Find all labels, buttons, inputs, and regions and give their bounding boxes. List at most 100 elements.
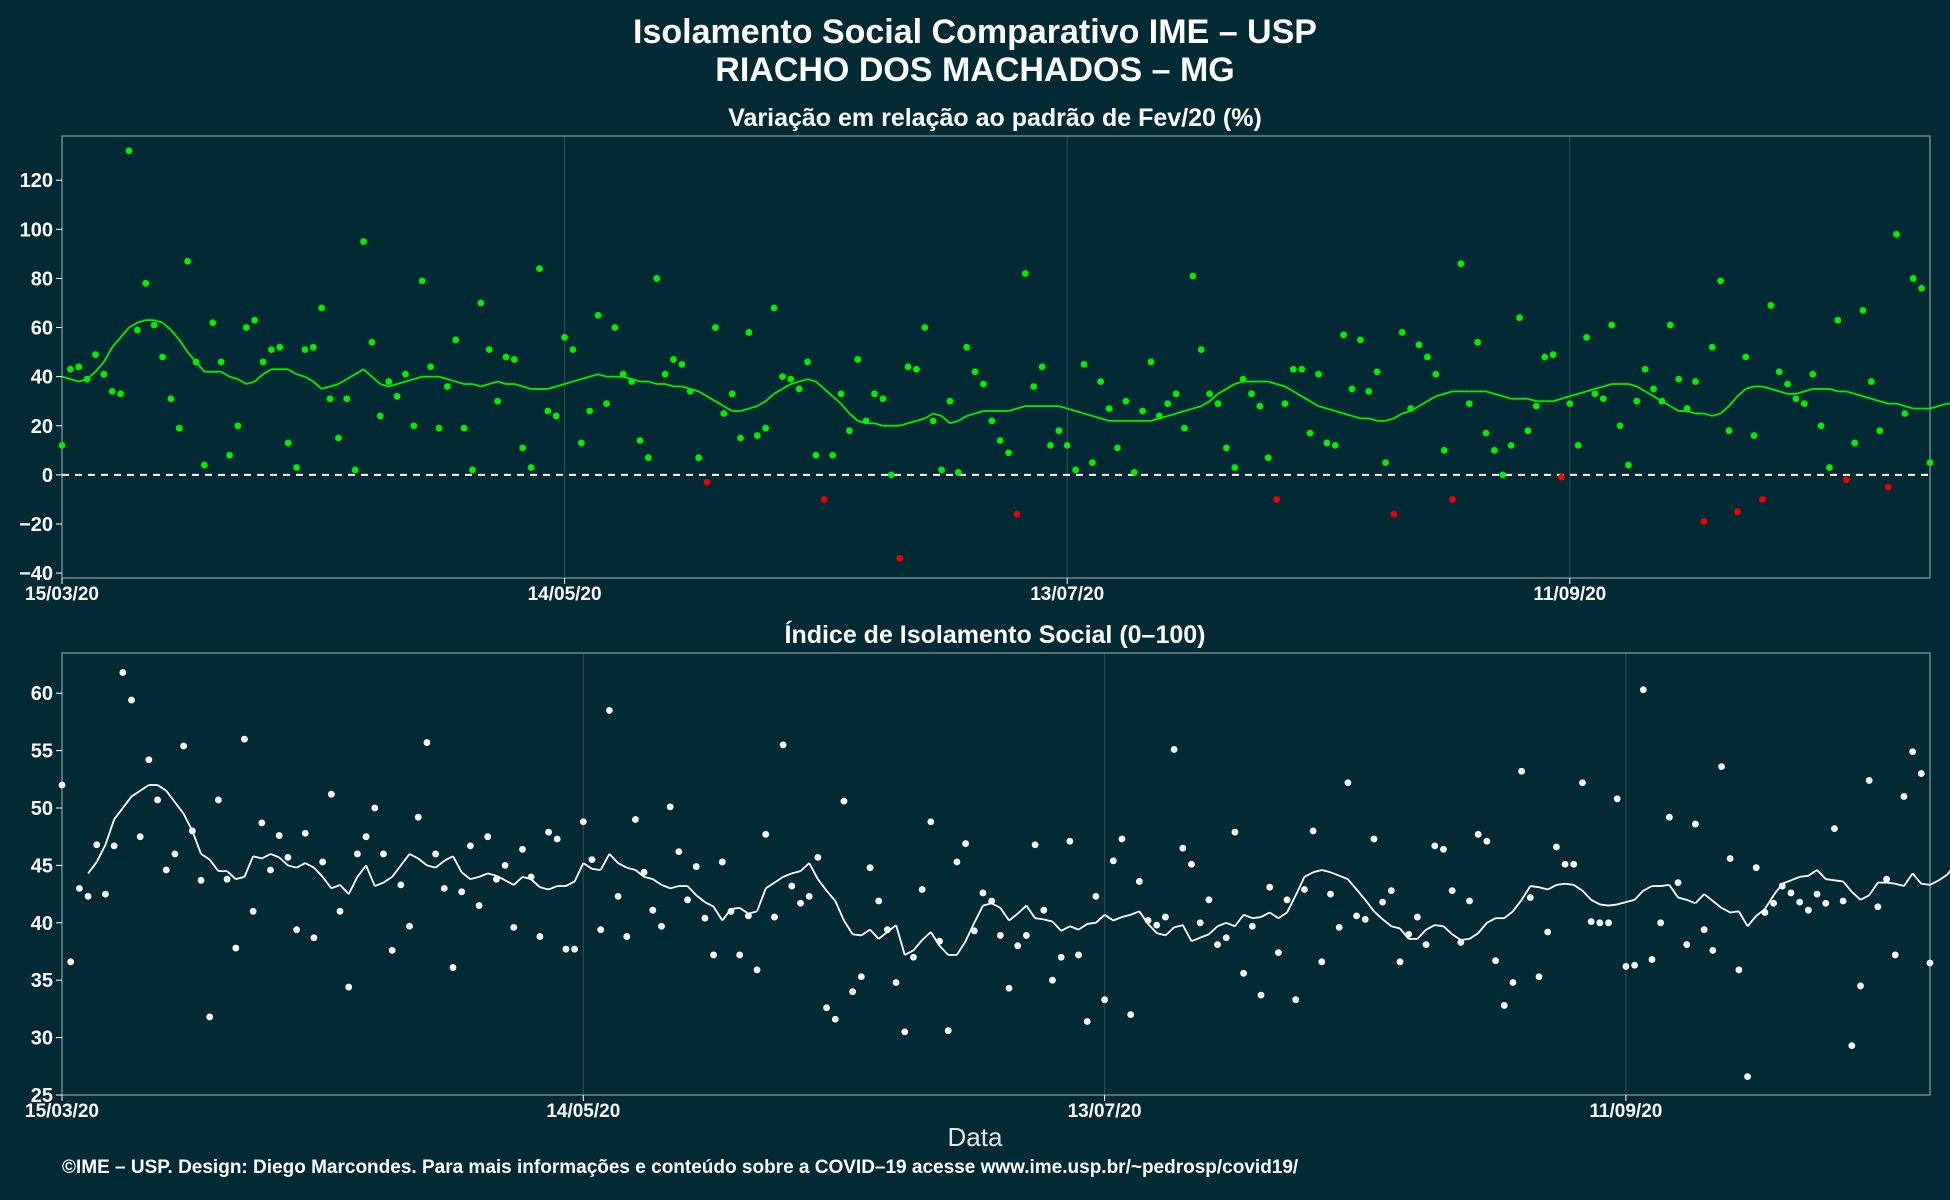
- moving-average-segment: [634, 869, 645, 878]
- moving-average-segment: [1364, 899, 1375, 912]
- data-point: [371, 804, 379, 812]
- data-point: [223, 875, 231, 883]
- data-point: [812, 451, 820, 459]
- moving-average-segment: [278, 856, 289, 867]
- moving-average-segment: [1921, 882, 1931, 886]
- data-point: [1792, 395, 1800, 403]
- data-point: [1639, 686, 1647, 694]
- data-point: [1491, 446, 1498, 454]
- moving-average-segment: [1879, 400, 1889, 405]
- data-point: [1599, 395, 1607, 403]
- moving-average-segment: [1616, 901, 1627, 906]
- data-point: [1448, 887, 1456, 895]
- data-point: [327, 790, 335, 798]
- moving-average-segment: [860, 928, 871, 937]
- data-point: [929, 417, 937, 425]
- y-tick-label: 55: [31, 741, 53, 763]
- moving-average-segment: [539, 886, 549, 891]
- data-point: [1804, 906, 1812, 914]
- data-point: [946, 397, 954, 405]
- moving-average-segment: [582, 862, 593, 870]
- moving-average-segment: [878, 931, 888, 940]
- moving-average-segment: [455, 380, 465, 385]
- moving-average-segment: [139, 784, 150, 792]
- data-point: [154, 796, 161, 804]
- x-tick-label: 11/09/20: [1589, 1101, 1662, 1122]
- data-point: [1633, 397, 1641, 405]
- moving-average-segment: [1335, 410, 1344, 415]
- data-point: [1541, 353, 1549, 361]
- data-point: [1516, 314, 1523, 322]
- data-point: [301, 829, 309, 837]
- moving-average-segment: [1318, 405, 1328, 410]
- data-point: [1574, 442, 1582, 449]
- data-point: [1648, 956, 1656, 963]
- data-point: [1080, 360, 1088, 368]
- moving-average-segment: [1929, 405, 1939, 410]
- moving-average-segment: [388, 383, 398, 388]
- moving-average-segment: [782, 872, 793, 878]
- moving-average-segment: [874, 422, 884, 427]
- moving-average-segment: [589, 373, 599, 378]
- data-point: [1817, 422, 1825, 430]
- data-point: [1466, 897, 1473, 905]
- data-point: [727, 907, 735, 915]
- data-point: [440, 884, 448, 892]
- data-point: [1718, 763, 1725, 771]
- moving-average-segment: [932, 412, 942, 417]
- data-point: [678, 360, 686, 368]
- moving-average-segment: [1586, 388, 1596, 393]
- data-point: [1492, 957, 1499, 965]
- moving-average-segment: [1260, 911, 1271, 918]
- data-point: [519, 845, 526, 853]
- moving-average-segment: [208, 859, 220, 872]
- data-point: [1917, 770, 1925, 777]
- moving-average-segment: [1167, 412, 1177, 417]
- data-point: [1273, 496, 1281, 503]
- moving-average-segment: [1486, 917, 1497, 924]
- data-point: [460, 424, 468, 432]
- moving-average-segment: [1393, 412, 1403, 420]
- data-point: [1063, 442, 1071, 449]
- moving-average-segment: [438, 375, 448, 380]
- data-point: [402, 370, 409, 378]
- moving-average-segment: [1694, 893, 1705, 904]
- moving-average-segment: [337, 378, 348, 385]
- panel-frame: [61, 652, 1931, 1096]
- data-point: [1315, 370, 1322, 378]
- data-point: [1787, 889, 1795, 897]
- data-point: [1162, 913, 1169, 921]
- moving-average-segment: [940, 415, 951, 424]
- data-point: [427, 363, 434, 371]
- data-point: [744, 912, 752, 920]
- moving-average-segment: [331, 884, 341, 890]
- moving-average-segment: [1100, 417, 1110, 422]
- moving-average-segment: [530, 878, 541, 888]
- data-point: [119, 669, 127, 676]
- moving-average-segment: [938, 945, 949, 956]
- data-point: [1040, 906, 1048, 914]
- data-point: [1256, 402, 1264, 410]
- moving-average-segment: [94, 361, 105, 373]
- data-point: [658, 922, 665, 930]
- x-tick-label: 14/05/20: [546, 1101, 620, 1122]
- data-point: [1248, 922, 1256, 930]
- moving-average-segment: [161, 321, 172, 331]
- data-point: [745, 329, 753, 336]
- data-point: [1135, 878, 1143, 885]
- data-point: [502, 353, 510, 361]
- moving-average-segment: [1790, 876, 1801, 882]
- data-point: [910, 953, 917, 961]
- data-point: [1553, 843, 1560, 851]
- moving-average-segment: [573, 862, 585, 882]
- data-point: [988, 897, 996, 905]
- moving-average-segment: [912, 939, 923, 951]
- data-point: [1327, 890, 1334, 898]
- data-point: [1770, 899, 1778, 907]
- x-axis-label: Data: [947, 1122, 1003, 1152]
- moving-average-segment: [487, 872, 497, 877]
- x-tick-label: 13/07/20: [1030, 584, 1104, 605]
- moving-average-segment: [1569, 392, 1579, 398]
- data-point: [778, 373, 786, 381]
- moving-average-segment: [714, 400, 725, 407]
